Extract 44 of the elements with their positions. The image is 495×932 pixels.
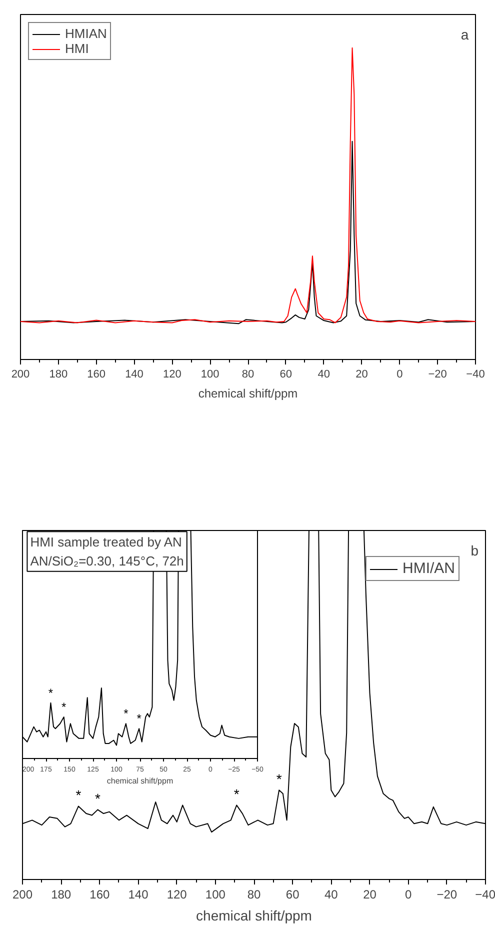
legend-label: HMI/AN [402, 560, 455, 577]
x-tick-label: −40 [475, 888, 495, 902]
x-tick-label: −20 [428, 368, 447, 380]
annotation: * [62, 700, 67, 714]
text: a [460, 26, 469, 43]
annotation: * [95, 790, 102, 807]
annotation: * [48, 686, 54, 700]
x-tick-label: 160 [87, 368, 106, 380]
annotation: b [470, 542, 479, 559]
x-tick-label: 40 [318, 368, 330, 380]
annotation: * [234, 786, 240, 802]
x-tick-label: 80 [247, 888, 261, 902]
annotation: * [124, 706, 129, 721]
x-axis-title: chemical shift/ppm [106, 776, 174, 786]
x-tick-label: 100 [200, 368, 220, 380]
annotation: * [276, 771, 282, 788]
x-tick-label: 20 [356, 368, 368, 380]
x-tick-label: 200 [11, 368, 30, 380]
x-tick-label: 200 [12, 888, 33, 902]
x-tick-label: 160 [90, 888, 110, 902]
x-tick-label: −20 [436, 888, 458, 902]
annotation: * [76, 787, 82, 804]
x-tick-label: 80 [242, 368, 254, 380]
x-tick-label: 20 [363, 888, 377, 902]
x-axis-title: chemical shift/ppm [196, 908, 312, 924]
annotation: AN/SiO₂=0.30, 145°C, 72h [30, 553, 184, 568]
x-tick-label: 120 [166, 888, 188, 902]
x-axis-title: chemical shift/ppm [198, 386, 298, 400]
x-tick-label: 180 [51, 888, 72, 902]
legend-label: HMIAN [65, 26, 107, 41]
annotation: * [136, 712, 142, 726]
x-tick-label: 60 [286, 888, 300, 902]
annotation: HMI sample treated by AN [30, 534, 182, 550]
x-tick-label: 40 [324, 888, 338, 902]
x-tick-label: 0 [404, 888, 412, 902]
x-tick-label: 140 [128, 888, 149, 902]
x-tick-label: 140 [125, 368, 144, 380]
x-tick-label: 120 [162, 368, 182, 380]
legend-label: HMI [65, 41, 89, 56]
x-tick-label: 60 [280, 368, 292, 380]
x-tick-label: 180 [49, 368, 68, 380]
x-tick-label: 0 [396, 368, 403, 380]
x-tick-label: 100 [205, 888, 226, 902]
x-tick-label: −40 [466, 368, 485, 380]
